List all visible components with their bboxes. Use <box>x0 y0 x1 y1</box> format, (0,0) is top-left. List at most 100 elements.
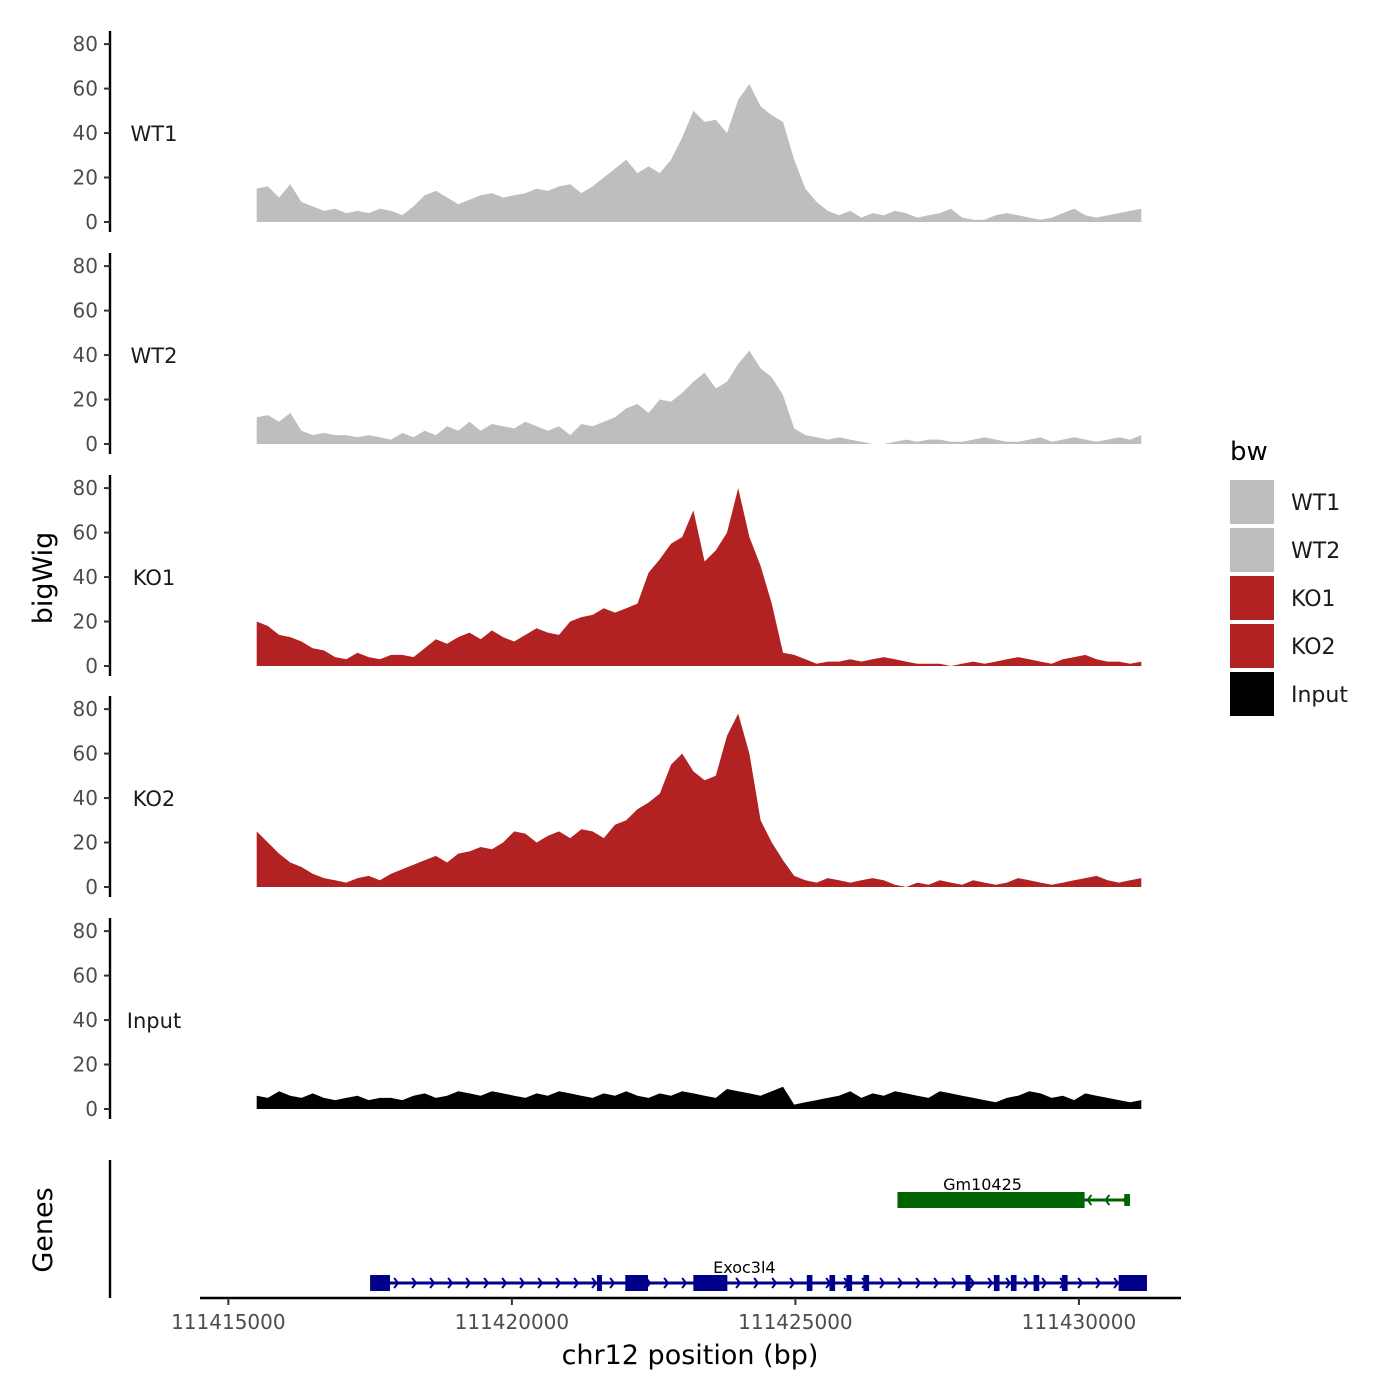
strand-arrow <box>753 1277 760 1289</box>
strand-arrow <box>519 1277 526 1289</box>
y-tick-label: 0 <box>85 1097 98 1121</box>
gene-exon <box>1061 1275 1068 1291</box>
strand-arrow <box>897 1277 904 1289</box>
y-tick-label: 40 <box>73 786 98 810</box>
strand-arrow <box>771 1277 778 1289</box>
y-tick-label: 80 <box>73 476 98 500</box>
legend-swatch-wt2 <box>1230 528 1274 572</box>
y-tick-label: 40 <box>73 565 98 589</box>
strand-arrow <box>501 1277 508 1289</box>
track-name-label: WT2 <box>131 344 178 368</box>
gene-exon <box>829 1275 836 1291</box>
coverage-area-wt1 <box>256 84 1142 222</box>
strand-arrow <box>915 1277 922 1289</box>
strand-arrow <box>483 1277 490 1289</box>
gene-name-label: Exoc3l4 <box>713 1258 775 1277</box>
strand-arrow <box>1095 1277 1102 1289</box>
strand-arrow <box>1005 1277 1012 1289</box>
strand-arrow <box>1023 1277 1030 1289</box>
x-axis: 111415000 111420000 111425000 111430000 <box>171 1296 1181 1334</box>
x-tick-label: 111425000 <box>738 1310 853 1334</box>
gene-exon <box>1033 1275 1040 1291</box>
track-name-label: Input <box>127 1009 181 1033</box>
strand-arrow <box>429 1277 436 1289</box>
genes-layer: Gm10425 Exoc3l4 <box>108 1160 1147 1298</box>
gene-exon <box>596 1275 602 1291</box>
y-tick-label: 80 <box>73 254 98 278</box>
strand-arrow <box>573 1277 580 1289</box>
legend-swatch-input <box>1230 672 1274 716</box>
coverage-area-ko2 <box>256 713 1142 887</box>
y-tick-label: 60 <box>73 299 98 323</box>
strand-arrow <box>789 1277 796 1289</box>
legend-swatch-wt1 <box>1230 480 1274 524</box>
coverage-area-wt2 <box>256 350 1142 444</box>
coverage-area-ko1 <box>256 488 1142 666</box>
strand-arrow <box>1104 1194 1111 1206</box>
track-wt1: 0 20 40 60 80 WT1 <box>73 31 1142 234</box>
y-tick-label: 20 <box>73 831 98 855</box>
gene-exon <box>1124 1194 1130 1206</box>
gene-exon <box>693 1275 728 1291</box>
legend: bw WT1 WT2 KO1 KO2 Input <box>1230 437 1348 716</box>
gene-exon <box>965 1275 971 1291</box>
gene-exon <box>370 1275 390 1291</box>
y-tick-label: 60 <box>73 521 98 545</box>
y-tick-label: 40 <box>73 1008 98 1032</box>
legend-title: bw <box>1230 437 1268 467</box>
strand-arrow <box>465 1277 472 1289</box>
track-name-label: KO1 <box>133 566 176 590</box>
y-tick-label: 40 <box>73 343 98 367</box>
x-axis-title: chr12 position (bp) <box>562 1340 819 1371</box>
y-tick-label: 80 <box>73 32 98 56</box>
strand-arrow <box>933 1277 940 1289</box>
gene-exon <box>1010 1275 1017 1291</box>
gene-gm10425: Gm10425 <box>897 1175 1130 1208</box>
track-ko2: 0 20 40 60 80 KO2 <box>73 696 1142 899</box>
gene-name-label: Gm10425 <box>943 1175 1022 1194</box>
legend-swatch-ko1 <box>1230 576 1274 620</box>
legend-label-input: Input <box>1291 683 1348 708</box>
y-tick-label: 60 <box>73 742 98 766</box>
x-tick-label: 111430000 <box>1022 1310 1137 1334</box>
track-name-label: KO2 <box>133 787 176 811</box>
strand-arrow <box>969 1277 976 1289</box>
track-input: 0 20 40 60 80 Input <box>73 918 1142 1121</box>
coverage-area-input <box>256 1086 1142 1109</box>
strand-arrow <box>591 1277 598 1289</box>
gene-exon <box>846 1275 853 1291</box>
strand-arrow <box>987 1277 994 1289</box>
strand-arrow <box>1086 1194 1093 1206</box>
gene-exon <box>806 1275 813 1291</box>
y-axis-title-genes: Genes <box>28 1187 59 1272</box>
strand-arrow <box>537 1277 544 1289</box>
y-tick-label: 0 <box>85 875 98 899</box>
legend-label-ko1: KO1 <box>1291 587 1336 612</box>
strand-arrow <box>447 1277 454 1289</box>
y-tick-label: 0 <box>85 210 98 234</box>
y-tick-label: 40 <box>73 121 98 145</box>
strand-arrow <box>879 1277 886 1289</box>
y-tick-label: 80 <box>73 919 98 943</box>
legend-label-wt1: WT1 <box>1291 491 1340 516</box>
y-axis-title-tracks: bigWig <box>28 532 59 625</box>
y-tick-label: 20 <box>73 166 98 190</box>
legend-label-wt2: WT2 <box>1291 539 1340 564</box>
y-tick-label: 20 <box>73 388 98 412</box>
strand-arrow <box>1077 1277 1084 1289</box>
gene-exon <box>1118 1275 1147 1291</box>
tracks-layer: 0 20 40 60 80 WT1 0 20 40 60 80 WT2 0 20 40 60 80 KO1 0 20 4… <box>73 31 1142 1121</box>
x-tick-label: 111420000 <box>455 1310 570 1334</box>
strand-arrow <box>951 1277 958 1289</box>
y-tick-label: 60 <box>73 77 98 101</box>
strand-arrow <box>555 1277 562 1289</box>
track-wt2: 0 20 40 60 80 WT2 <box>73 253 1142 456</box>
y-tick-label: 20 <box>73 610 98 634</box>
legend-label-ko2: KO2 <box>1291 635 1336 660</box>
y-tick-label: 0 <box>85 654 98 678</box>
gene-exoc3l4: Exoc3l4 <box>370 1258 1147 1291</box>
x-tick-label: 111415000 <box>171 1310 286 1334</box>
strand-arrow <box>663 1277 670 1289</box>
gene-exon <box>993 1275 1000 1291</box>
